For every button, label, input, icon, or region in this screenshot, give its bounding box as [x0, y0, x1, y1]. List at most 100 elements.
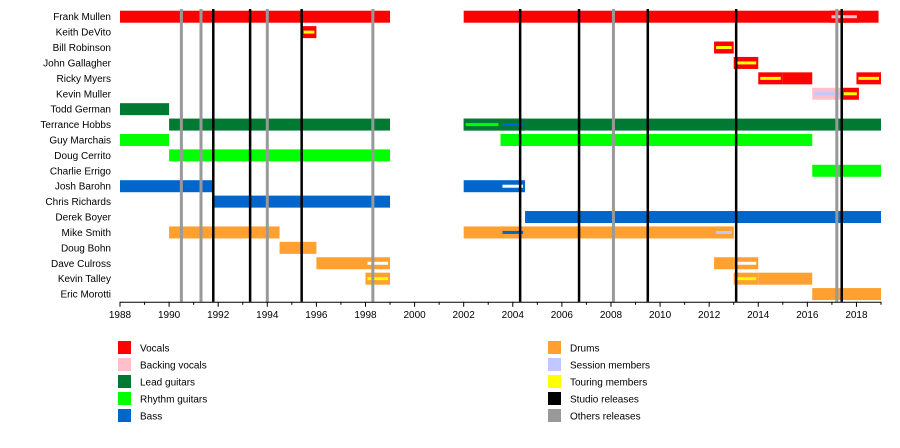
bar-stripe-keith-devito-touring-0: [303, 30, 315, 34]
member-names: Frank Mullen Keith DeVito Bill Robinson Joh…: [40, 12, 111, 300]
tick-label-1990: 1990: [158, 310, 181, 321]
tick-label-2002: 2002: [453, 310, 476, 321]
other-release-line-2: [265, 9, 269, 302]
legend-swatch-studio: [548, 392, 561, 405]
other-release-line-0: [179, 9, 183, 302]
bar-terrance-hobbs-lead-1: [463, 118, 881, 131]
member-name-chris-richards: Chris Richards: [45, 197, 111, 208]
bar-frank-mullen-vocals-0: [120, 10, 391, 23]
studio-release-line-3: [518, 9, 522, 302]
bar-stripe-dave-culross-white-3: [735, 261, 757, 265]
bar-stripe-bill-robinson-touring-0: [716, 46, 732, 50]
other-release-line-5: [835, 9, 839, 302]
legend-swatch-vocals: [118, 341, 131, 354]
studio-release-line-6: [734, 9, 738, 302]
studio-release-line-7: [840, 9, 843, 302]
tick-label-1998: 1998: [354, 310, 377, 321]
tick-label-2006: 2006: [551, 310, 574, 321]
member-name-eric-morotti: Eric Morotti: [60, 290, 111, 301]
member-name-kevin-talley: Kevin Talley: [58, 274, 111, 285]
legend-label-lead: Lead guitars: [140, 378, 195, 389]
legend-label-backing: Backing vocals: [140, 361, 207, 372]
legend-label-vocals: Vocals: [140, 344, 169, 355]
legend-swatch-lead: [118, 375, 131, 388]
legend-swatch-rhythm: [118, 392, 131, 405]
bar-ricky-myers-vocals-1: [782, 72, 813, 85]
bar-guy-marchais-rhythm-1: [500, 133, 813, 146]
studio-release-line-0: [212, 9, 215, 302]
tick-label-1994: 1994: [256, 310, 279, 321]
bar-doug-cerrito-rhythm-0: [169, 149, 391, 162]
bar-stripe-terrance-hobbs-bass-3: [502, 123, 524, 127]
tick-label-2012: 2012: [698, 310, 721, 321]
x-axis: 1988 1990 1992 1994 1996 1998 2000 2002 2004 2006…: [109, 301, 882, 321]
member-name-kevin-muller: Kevin Muller: [56, 89, 112, 100]
member-name-bill-robinson: Bill Robinson: [53, 43, 111, 54]
tick-label-2010: 2010: [649, 310, 672, 321]
member-name-mike-smith: Mike Smith: [62, 228, 111, 239]
legend-swatch-bass: [118, 409, 131, 422]
legend-swatch-touring: [548, 375, 561, 388]
member-name-doug-cerrito: Doug Cerrito: [54, 151, 111, 162]
bar-eric-morotti-drums-0: [812, 288, 881, 301]
member-name-guy-marchais: Guy Marchais: [49, 135, 111, 146]
studio-release-line-4: [577, 9, 581, 302]
bar-dave-culross-drums-0: [316, 257, 366, 270]
tick-label-2014: 2014: [747, 310, 770, 321]
bar-stripe-mike-smith-bass-2: [502, 230, 524, 234]
member-name-derek-boyer: Derek Boyer: [55, 213, 111, 224]
bar-stripe-ricky-myers-touring-0: [760, 76, 781, 80]
member-name-josh-barohn: Josh Barohn: [55, 182, 111, 193]
bar-stripe-mike-smith-session-3: [716, 230, 732, 234]
tick-label-2000: 2000: [403, 310, 426, 321]
tick-label-2016: 2016: [796, 310, 819, 321]
tick-label-2004: 2004: [502, 310, 525, 321]
member-name-dave-culross: Dave Culross: [51, 259, 111, 270]
tick-label-1988: 1988: [109, 310, 132, 321]
bar-stripe-terrance-hobbs-rhythm-2: [465, 123, 499, 127]
member-name-ricky-myers: Ricky Myers: [57, 74, 111, 85]
bar-terrance-hobbs-lead-0: [169, 118, 391, 131]
studio-release-line-1: [248, 9, 252, 302]
bar-frank-mullen-vocals-1: [463, 10, 879, 23]
bar-mike-smith-drums-1: [463, 226, 734, 239]
bar-stripe-ricky-myers-touring-2: [858, 76, 879, 80]
bar-stripe-kevin-talley-touring-0: [367, 277, 389, 281]
bar-mike-smith-drums-0: [169, 226, 280, 239]
member-bars: [120, 10, 881, 301]
bar-josh-barohn-bass-0: [120, 180, 214, 193]
bar-guy-marchais-rhythm-0: [120, 133, 170, 146]
member-name-keith-devito: Keith DeVito: [56, 28, 112, 39]
other-release-line-4: [611, 9, 615, 302]
tick-label-1992: 1992: [207, 310, 230, 321]
bar-kevin-talley-drums-2: [758, 272, 813, 285]
legend-label-drums: Drums: [570, 344, 599, 355]
legend-swatch-backing: [118, 358, 131, 371]
bar-stripe-kevin-muller-touring-1: [843, 92, 857, 96]
legend-label-bass: Bass: [140, 412, 162, 423]
bar-stripe-josh-barohn-white-2: [502, 184, 524, 188]
member-name-john-gallagher: John Gallagher: [43, 58, 111, 69]
legend-swatch-other: [548, 409, 561, 422]
studio-release-line-5: [646, 9, 650, 302]
member-name-frank-mullen: Frank Mullen: [53, 12, 111, 23]
bar-dave-culross-drums-2: [714, 257, 734, 270]
legend-label-touring: Touring members: [570, 378, 647, 389]
tick-label-1996: 1996: [305, 310, 328, 321]
bar-stripe-john-gallagher-touring-0: [735, 61, 757, 65]
studio-release-line-2: [300, 9, 303, 302]
legend-swatch-session: [548, 358, 561, 371]
legend-label-studio: Studio releases: [570, 395, 639, 406]
bar-stripe-dave-culross-white-1: [367, 261, 389, 265]
bar-stripe-kevin-talley-touring-1: [735, 277, 757, 281]
bar-charlie-errigo-rhythm-0: [812, 164, 881, 177]
other-release-line-1: [199, 9, 203, 302]
bar-doug-bohn-drums-0: [279, 241, 317, 254]
member-name-terrance-hobbs: Terrance Hobbs: [40, 120, 111, 131]
bar-stripe-kevin-muller-session-0: [814, 92, 840, 96]
member-name-todd-german: Todd German: [50, 105, 111, 116]
member-name-doug-bohn: Doug Bohn: [61, 243, 111, 254]
legend-label-rhythm: Rhythm guitars: [140, 395, 207, 406]
legend-label-session: Session members: [570, 361, 650, 372]
